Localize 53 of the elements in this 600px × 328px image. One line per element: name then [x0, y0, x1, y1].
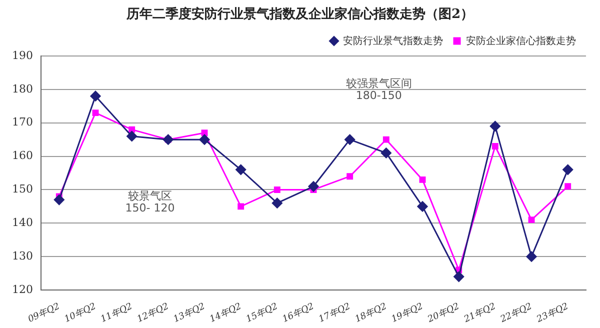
y-tick-label: 170 — [12, 116, 33, 129]
y-tick-label: 150 — [12, 182, 33, 196]
point — [419, 176, 426, 183]
point — [562, 164, 574, 175]
x-tick-label: 09年Q2 — [26, 300, 62, 325]
y-tick-label: 130 — [12, 249, 33, 262]
y-tick-label: 160 — [12, 149, 33, 162]
point — [274, 186, 280, 193]
point — [201, 130, 208, 136]
x-tick-label: 17年Q2 — [317, 300, 352, 325]
x-tick-label: 11年Q2 — [99, 300, 134, 325]
point — [490, 120, 500, 132]
x-tick-label: 16年Q2 — [280, 300, 316, 325]
annotation: 较强景气区间 180-150 — [346, 76, 412, 102]
point — [492, 143, 498, 150]
x-tick-label: 19年Q2 — [390, 300, 425, 325]
y-tick-label: 140 — [12, 216, 33, 230]
point — [54, 194, 64, 206]
x-tick-label: 15年Q2 — [244, 300, 280, 325]
x-tick-label: 23年Q2 — [534, 300, 570, 326]
point — [128, 126, 136, 133]
chart-title: 历年二季度安防行业景气指数及企业家信心指数走势（图2） — [125, 6, 475, 24]
point — [308, 181, 319, 192]
x-tick-label: 13年Q2 — [172, 300, 207, 325]
y-tick-label: 180 — [12, 82, 33, 96]
point — [238, 203, 244, 210]
point — [382, 136, 390, 143]
x-tick-label: 18年Q2 — [353, 300, 389, 325]
x-tick-label: 14年Q2 — [208, 300, 244, 325]
point — [380, 148, 392, 158]
point — [346, 173, 354, 180]
y-tick-label: 120 — [12, 282, 33, 296]
point — [92, 110, 99, 116]
point — [272, 198, 282, 208]
point — [564, 183, 572, 190]
x-tick-label: 21年Q2 — [461, 300, 498, 326]
point — [90, 90, 101, 102]
legend-label: 安防行业景气指数走势 — [343, 34, 443, 47]
legend-label: 安防企业家信心指数走势 — [466, 34, 576, 47]
annotation: 较景气区 150- 120 — [125, 189, 175, 214]
point — [526, 251, 537, 262]
point — [417, 201, 428, 212]
x-tick-label: 22年Q2 — [498, 300, 534, 326]
point — [199, 134, 210, 145]
point — [236, 164, 246, 175]
point — [454, 271, 464, 282]
x-tick-label: 20年Q2 — [425, 300, 462, 326]
x-tick-label: 12年Q2 — [135, 300, 171, 325]
y-tick-label: 190 — [12, 48, 33, 62]
x-tick-label: 10年Q2 — [62, 300, 98, 325]
point — [344, 134, 356, 145]
point — [126, 130, 138, 142]
point — [528, 216, 535, 224]
